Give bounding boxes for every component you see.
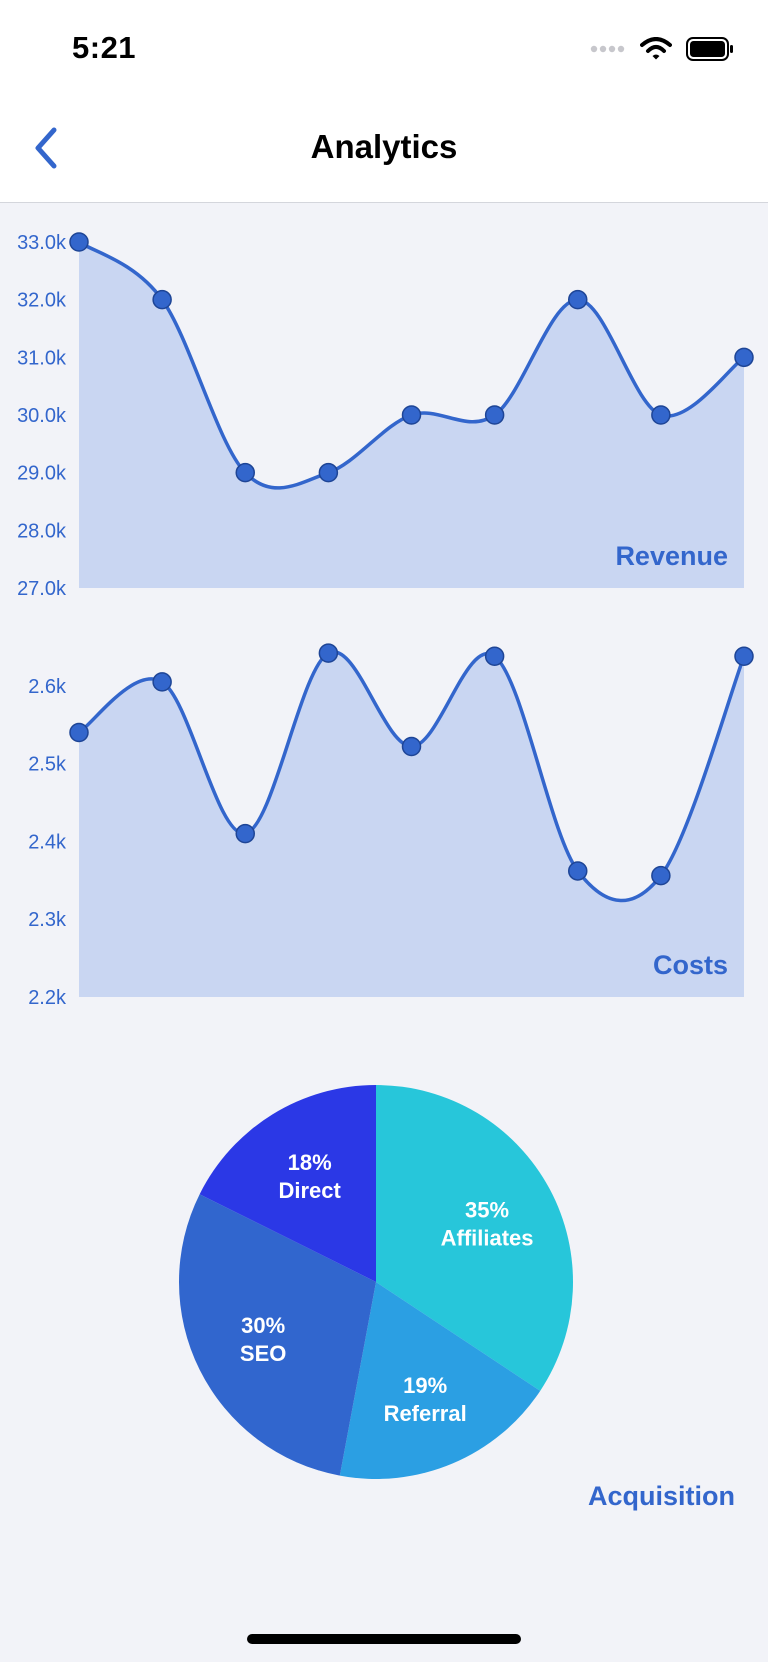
revenue-point-2 (152, 289, 172, 310)
costs-y-tick-label: 2.2k (28, 987, 67, 1009)
costs-point-9 (734, 646, 754, 666)
pie-slice-label-direct: Direct (278, 1178, 341, 1203)
revenue-point-8 (651, 405, 671, 425)
revenue-y-tick-label: 32.0k (17, 290, 67, 312)
costs-point-5 (401, 736, 422, 757)
battery-icon (686, 37, 733, 61)
costs-area-fill (79, 651, 744, 997)
pie-slice-affiliates (376, 1085, 573, 1391)
costs-y-tick-label: 2.6k (28, 676, 67, 698)
revenue-point-5 (401, 405, 422, 425)
revenue-point-7 (568, 289, 588, 310)
navigation-bar: Analytics (0, 96, 768, 203)
costs-point-7 (568, 861, 588, 881)
revenue-point-9 (734, 347, 754, 368)
back-button[interactable] (26, 122, 66, 174)
costs-point-3 (235, 823, 255, 844)
pie-slice-label-affiliates: Affiliates (441, 1225, 534, 1250)
revenue-point-6 (484, 405, 505, 425)
status-icons (590, 34, 734, 64)
pie-slice-percent-affiliates: 35% (465, 1197, 509, 1222)
costs-point-1 (69, 722, 89, 743)
costs-y-tick-label: 2.5k (28, 754, 67, 776)
costs-point-2 (152, 672, 172, 692)
costs-y-tick-label: 2.3k (28, 909, 67, 931)
revenue-point-1 (69, 232, 89, 252)
cellular-signal-icon (590, 45, 625, 53)
status-bar: 5:21 (0, 0, 768, 96)
revenue-y-tick-label: 33.0k (17, 232, 67, 254)
pie-slice-seo (178, 1194, 376, 1476)
pie-slice-direct (199, 1085, 376, 1282)
revenue-point-4 (318, 462, 339, 483)
revenue-y-tick-label: 31.0k (17, 347, 67, 369)
revenue-y-tick-label: 29.0k (17, 463, 67, 485)
pie-slice-percent-direct: 18% (288, 1150, 332, 1175)
status-time: 5:21 (72, 30, 137, 65)
revenue-point-3 (235, 462, 255, 483)
pie-slice-percent-referral: 19% (403, 1373, 447, 1398)
costs-point-8 (651, 865, 671, 886)
home-indicator (247, 1634, 521, 1644)
pie-slice-label-seo: SEO (240, 1341, 286, 1366)
costs-chart-title: Costs (653, 950, 728, 980)
revenue-y-tick-label: 30.0k (17, 405, 67, 427)
revenue-y-tick-label: 28.0k (17, 520, 67, 542)
pie-slice-referral (339, 1282, 541, 1479)
costs-y-tick-label: 2.4k (28, 831, 67, 853)
page-title: Analytics (310, 128, 458, 165)
pie-slice-label-referral: Referral (384, 1401, 467, 1426)
revenue-y-tick-label: 27.0k (17, 578, 67, 600)
costs-point-6 (484, 646, 505, 666)
wifi-icon (640, 37, 672, 60)
pie-slice-percent-seo: 30% (241, 1313, 285, 1338)
revenue-chart-title: Revenue (615, 541, 728, 571)
acquisition-chart-title: Acquisition (588, 1481, 735, 1511)
chevron-left-icon (35, 127, 57, 169)
costs-point-4 (318, 643, 339, 663)
